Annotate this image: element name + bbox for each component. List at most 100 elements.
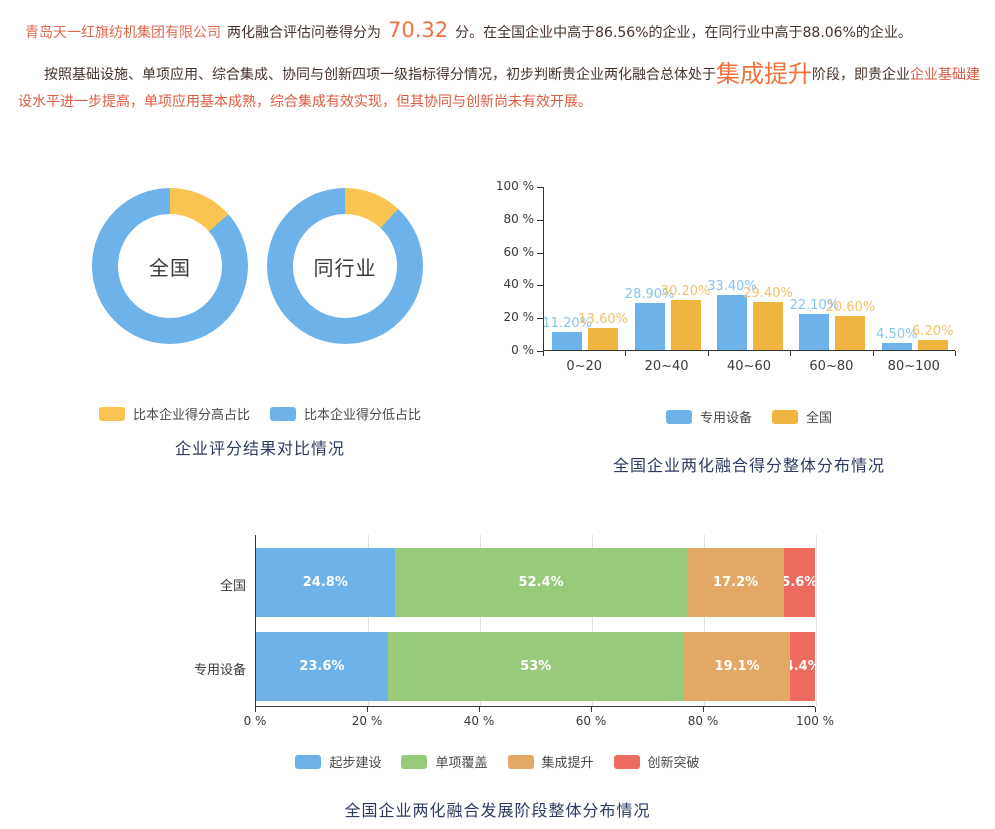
bar-value-label: 4.50% <box>876 326 918 342</box>
stack-row-专用设备: 23.6%53%19.1%4.4% <box>256 632 815 701</box>
bar-专用设备-60~80 <box>799 313 830 350</box>
segment-单项覆盖: 52.4% <box>394 548 688 617</box>
segment-单项覆盖: 53% <box>387 632 684 701</box>
donut-legend-item-0[interactable]: 比本企业得分高占比 <box>98 404 250 423</box>
y-axis-tick <box>537 187 543 188</box>
stack-legend-label: 集成提升 <box>541 756 594 771</box>
donut-national: 全国 <box>92 188 248 344</box>
gridline <box>368 535 369 706</box>
x-axis-tick <box>625 351 627 356</box>
x-axis-tick <box>367 707 368 712</box>
bar-legend-item-0[interactable]: 专用设备 <box>665 407 752 426</box>
bar-value-label: 20.60% <box>825 300 876 316</box>
bar-value-label: 6.20% <box>912 323 954 339</box>
x-axis-tick <box>707 351 709 356</box>
x-axis-tick <box>479 707 480 712</box>
score-distribution-chart: 11.20% 13.60% 28.90% 30.20% 33.40% 29.40% 22.1… <box>480 170 995 485</box>
segment-创新突破: 5.6% <box>783 548 815 617</box>
overall-score: 70.32 <box>388 18 449 42</box>
x-axis-tick <box>543 351 544 356</box>
stack-chart-title: 全国企业两化融合发展阶段整体分布情况 <box>344 801 651 820</box>
x-axis-tick <box>872 351 874 356</box>
stack-legend-item-0[interactable]: 起步建设 <box>295 752 381 771</box>
donut-legend-item-1[interactable]: 比本企业得分低占比 <box>270 404 421 423</box>
gridline <box>816 535 817 706</box>
donut-industry-label: 同行业 <box>293 214 397 318</box>
bar-全国-40~60 <box>753 301 783 350</box>
donut-chart-title: 企业评分结果对比情况 <box>174 439 345 458</box>
x-axis-category-label: 20~40 <box>644 359 689 374</box>
y-axis-tick <box>537 318 543 320</box>
segment-集成提升: 19.1% <box>683 632 791 701</box>
stack-legend-item-1[interactable]: 单项覆盖 <box>401 752 488 771</box>
x-axis-tick-label: 80 % <box>687 714 719 728</box>
bar-value-label: 28.90% <box>624 286 675 302</box>
stack-legend-swatch-icon <box>507 754 534 769</box>
y-axis-tick-label: 0 % <box>511 343 534 357</box>
donut-legend-label: 比本企业得分低占比 <box>304 408 422 423</box>
summary-paragraph: 青岛天一红旗纺机集团有限公司 两化融合评估问卷得分为 70.32 分。在全国企业中高于… <box>25 18 987 45</box>
gridline <box>480 535 481 706</box>
stage-distribution-chart: 24.8%52.4%17.2%5.6% 23.6%53%19.1%4.4% 0 %… <box>0 530 995 829</box>
stack-plot-area: 24.8%52.4%17.2%5.6% 23.6%53%19.1%4.4% <box>255 535 817 707</box>
donut-legend-swatch-icon <box>98 406 125 421</box>
stack-legend-item-2[interactable]: 集成提升 <box>507 752 594 771</box>
bar-legend-item-1[interactable]: 全国 <box>772 407 832 426</box>
bar-专用设备-20~40 <box>634 302 665 350</box>
company-name: 青岛天一红旗纺机集团有限公司 <box>25 25 221 41</box>
x-axis-tick <box>703 707 704 712</box>
bar-chart-title: 全国企业两化融合得分整体分布情况 <box>612 456 885 475</box>
donut-national-label: 全国 <box>118 214 222 318</box>
stack-row-全国: 24.8%52.4%17.2%5.6% <box>256 548 815 617</box>
stage-name: 集成提升 <box>716 60 812 88</box>
stack-legend-label: 起步建设 <box>329 756 382 771</box>
y-axis-tick-label: 20 % <box>503 310 535 325</box>
segment-起步建设: 23.6% <box>256 632 388 701</box>
stack-legend-label: 单项覆盖 <box>435 756 488 771</box>
x-axis-tick <box>815 707 816 712</box>
bar-plot-area: 11.20% 13.60% 28.90% 30.20% 33.40% 29.40% 22.1… <box>542 187 955 351</box>
bar-legend: 专用设备 全国 <box>543 407 955 426</box>
bar-value-label: 13.60% <box>578 311 628 327</box>
stack-legend-swatch-icon <box>295 754 322 769</box>
bar-legend-label: 专用设备 <box>699 411 752 426</box>
x-axis-category-label: 60~80 <box>809 359 854 374</box>
stage-paragraph: 按照基础设施、单项应用、综合集成、协同与创新四项一级指标得分情况，初步判断贵企业… <box>18 62 990 116</box>
row-label-全国: 全国 <box>219 579 246 594</box>
y-axis-tick-label: 80 % <box>503 211 535 226</box>
bar-value-label: 30.20% <box>660 284 711 300</box>
bar-全国-80~100 <box>917 339 948 350</box>
x-axis-tick <box>955 351 956 356</box>
y-axis-tick <box>537 351 543 352</box>
x-axis-tick-label: 20 % <box>351 714 383 728</box>
gridline <box>704 535 705 706</box>
x-axis-tick <box>591 707 592 712</box>
bar-value-label: 11.20% <box>542 315 592 331</box>
stage-text-2: 阶段，即贵企业 <box>812 67 910 83</box>
stack-legend-swatch-icon <box>613 754 640 769</box>
row-label-专用设备: 专用设备 <box>193 663 246 678</box>
x-axis-category-label: 40~60 <box>727 359 771 374</box>
y-axis-tick-label: 60 % <box>503 244 535 259</box>
stack-legend-item-3[interactable]: 创新突破 <box>613 752 700 771</box>
donut-legend-swatch-icon <box>270 406 296 421</box>
stage-text-3: 企业基础建设水平进一步提高，单项应用基本成熟，综合集成有效实现，但其协同与创新尚… <box>18 67 980 110</box>
score-prefix: 两化融合评估问卷得分为 <box>227 25 381 41</box>
x-axis-tick-label: 0 % <box>243 714 267 728</box>
y-axis-tick-label: 100 % <box>495 179 534 193</box>
stack-legend-label: 创新突破 <box>647 756 700 771</box>
y-axis-tick <box>537 285 543 287</box>
x-axis-category-label: 80~100 <box>887 359 940 374</box>
segment-创新突破: 4.4% <box>790 632 815 701</box>
x-axis-tick-label: 100 % <box>795 714 835 728</box>
stack-legend: 起步建设 单项覆盖 集成提升 创新突破 <box>0 752 995 771</box>
gridline <box>592 535 593 706</box>
bar-value-label: 33.40% <box>707 279 757 295</box>
bar-全国-20~40 <box>670 300 701 350</box>
donut-legend-label: 比本企业得分高占比 <box>132 408 250 423</box>
bar-legend-label: 全国 <box>806 411 833 426</box>
x-axis-tick <box>255 707 256 712</box>
y-axis-tick-label: 40 % <box>503 277 535 292</box>
bar-legend-swatch-icon <box>772 409 798 424</box>
bar-value-label: 22.10% <box>789 297 840 313</box>
